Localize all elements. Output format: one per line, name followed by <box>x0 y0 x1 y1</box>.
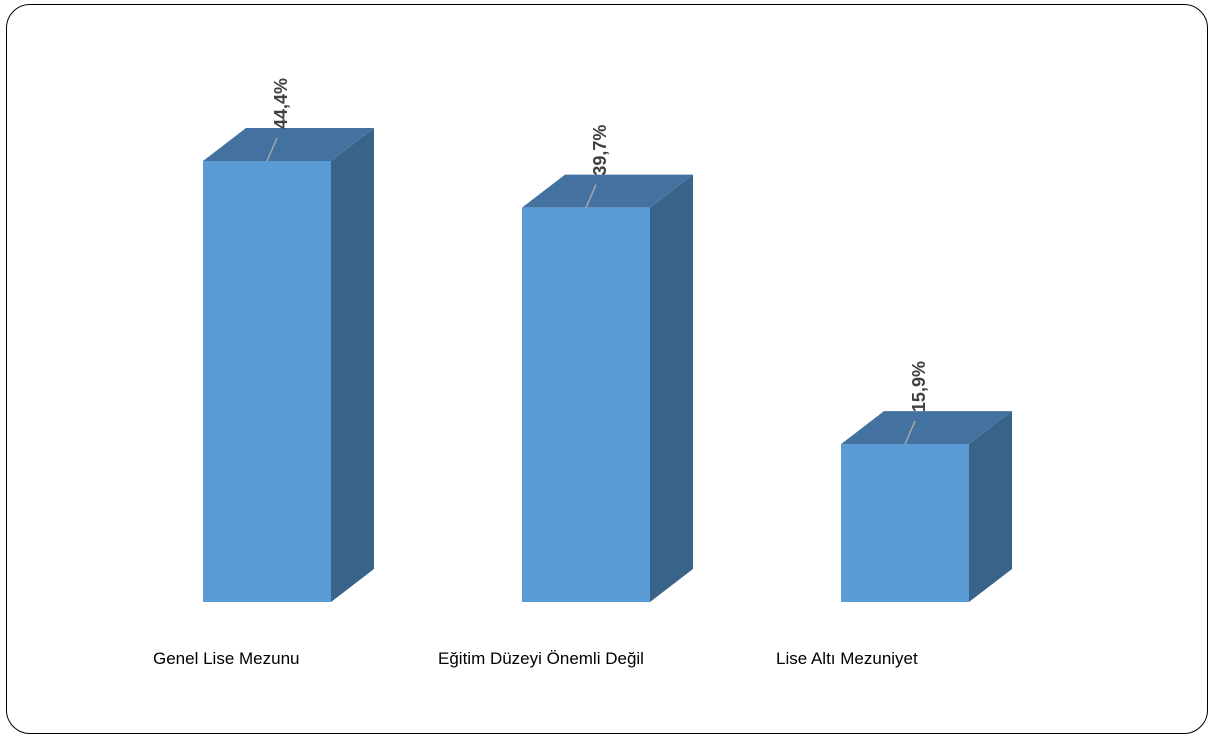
labels-group: 44,4% Genel Lise Mezunu 39,7% Eğitim Düzeyi… <box>153 78 929 668</box>
data-label-leader-1 <box>266 137 278 162</box>
bar-top-2 <box>522 174 693 208</box>
category-label-1: Genel Lise Mezunu <box>153 649 299 668</box>
data-label-3: 15,9% <box>909 361 929 412</box>
bar-top-3 <box>841 411 1012 445</box>
bar-side-2 <box>650 174 693 602</box>
bar-top-1 <box>203 128 374 161</box>
bar-side-1 <box>331 128 374 602</box>
bar-1 <box>203 161 331 602</box>
bar-3 <box>841 444 969 602</box>
data-label-leader-3 <box>904 420 916 445</box>
data-label-1: 44,4% <box>271 78 291 129</box>
category-label-2: Eğitim Düzeyi Önemli Değil <box>438 649 644 668</box>
bars-group <box>203 128 1012 602</box>
category-label-3: Lise Altı Mezuniyet <box>776 649 918 668</box>
bar-side-3 <box>969 411 1012 602</box>
data-label-2: 39,7% <box>590 125 610 176</box>
bar-2 <box>522 207 650 602</box>
data-label-leader-2 <box>585 184 597 208</box>
